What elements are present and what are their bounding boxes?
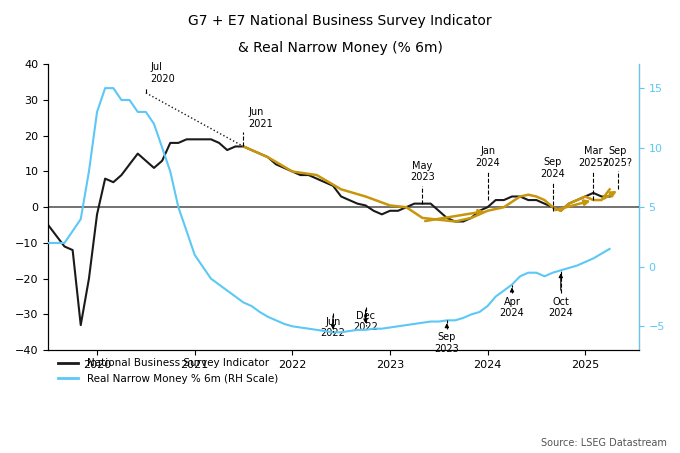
Text: Jun
2022: Jun 2022 [320,317,345,338]
Text: G7 + E7 National Business Survey Indicator: G7 + E7 National Business Survey Indicat… [188,14,492,28]
Text: Jul
2020: Jul 2020 [151,63,175,84]
Text: Source: LSEG Datastream: Source: LSEG Datastream [541,439,666,448]
Text: Dec
2022: Dec 2022 [353,311,378,333]
Text: Sep
2025?: Sep 2025? [602,146,632,168]
Text: May
2023: May 2023 [410,161,435,182]
Text: Sep
2024: Sep 2024 [541,157,565,178]
Text: Apr
2024: Apr 2024 [500,297,524,318]
Text: & Real Narrow Money (% 6m): & Real Narrow Money (% 6m) [237,41,443,55]
Text: Oct
2024: Oct 2024 [549,297,573,318]
Text: Sep
2023: Sep 2023 [435,332,459,354]
Text: Jan
2024: Jan 2024 [475,146,500,168]
Text: Mar
2025?: Mar 2025? [578,146,609,168]
Legend: National Business Survey Indicator, Real Narrow Money % 6m (RH Scale): National Business Survey Indicator, Real… [54,354,282,388]
Text: Jun
2021: Jun 2021 [248,107,273,129]
